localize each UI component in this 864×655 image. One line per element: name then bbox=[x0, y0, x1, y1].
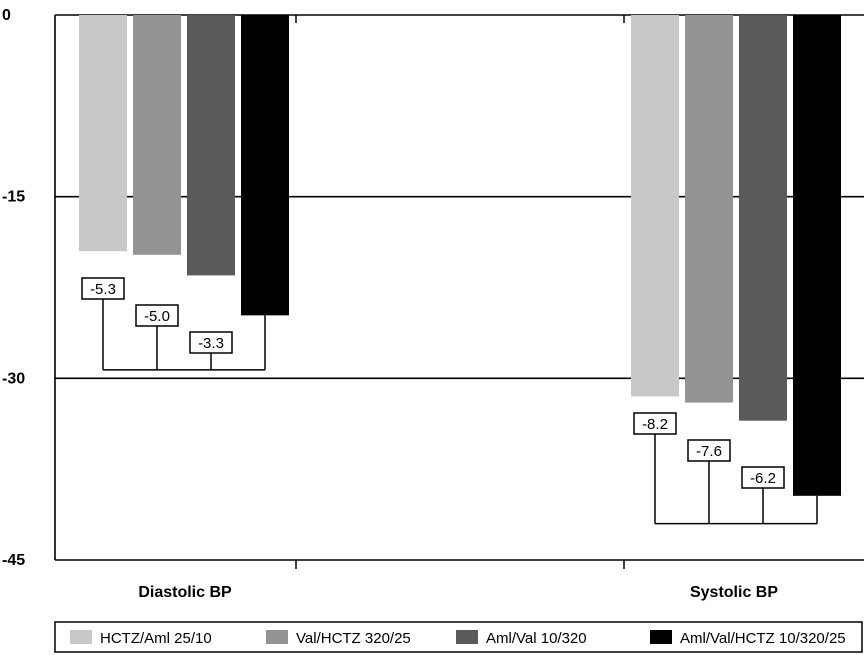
legend-label: Aml/Val 10/320 bbox=[486, 630, 587, 647]
difference-label: -6.2 bbox=[750, 470, 776, 487]
difference-label: -5.3 bbox=[90, 281, 116, 298]
y-tick-label: 0 bbox=[2, 7, 11, 24]
difference-box bbox=[81, 277, 125, 300]
y-tick-label: -45 bbox=[2, 552, 25, 569]
y-tick-label: -15 bbox=[2, 189, 25, 206]
bar bbox=[685, 15, 733, 403]
y-tick-label: -30 bbox=[2, 370, 25, 387]
legend-label: Val/HCTZ 320/25 bbox=[296, 630, 411, 647]
difference-label: -5.0 bbox=[144, 308, 170, 325]
difference-label: -3.3 bbox=[198, 335, 224, 352]
bars-layer bbox=[79, 15, 841, 496]
category-label: Diastolic BP bbox=[138, 584, 232, 601]
legend-label: HCTZ/Aml 25/10 bbox=[100, 630, 212, 647]
legend-swatch bbox=[266, 630, 288, 644]
bar bbox=[241, 15, 289, 316]
difference-box bbox=[189, 331, 233, 354]
legend-swatch bbox=[456, 630, 478, 644]
difference-label: -7.6 bbox=[696, 443, 722, 460]
difference-box bbox=[633, 412, 677, 435]
legend-layer: HCTZ/Aml 25/10 Val/HCTZ 320/25 Aml/Val 10/… bbox=[54, 621, 863, 653]
legend-swatch bbox=[70, 630, 92, 644]
legend-label: Aml/Val/HCTZ 10/320/25 bbox=[680, 630, 846, 647]
bar bbox=[79, 15, 127, 252]
difference-box bbox=[741, 466, 785, 489]
bar bbox=[739, 15, 787, 421]
brackets-layer: -5.3 -5.0 -3.3 -8.2 -7.6 -6.2 bbox=[81, 277, 818, 525]
bar bbox=[793, 15, 841, 496]
difference-label: -8.2 bbox=[642, 416, 668, 433]
bar bbox=[187, 15, 235, 276]
category-label: Systolic BP bbox=[690, 584, 778, 601]
legend-swatch bbox=[650, 630, 672, 644]
bar bbox=[133, 15, 181, 255]
bar bbox=[631, 15, 679, 397]
axis-layer: 0 -15 -30 -45 Diastolic BP Systolic BP bbox=[2, 7, 778, 601]
difference-box bbox=[687, 439, 731, 462]
difference-box bbox=[135, 304, 179, 327]
